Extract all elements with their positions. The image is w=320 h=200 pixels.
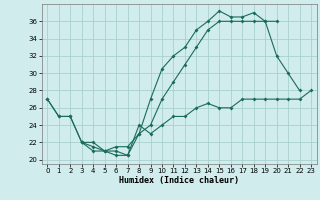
X-axis label: Humidex (Indice chaleur): Humidex (Indice chaleur)	[119, 176, 239, 185]
